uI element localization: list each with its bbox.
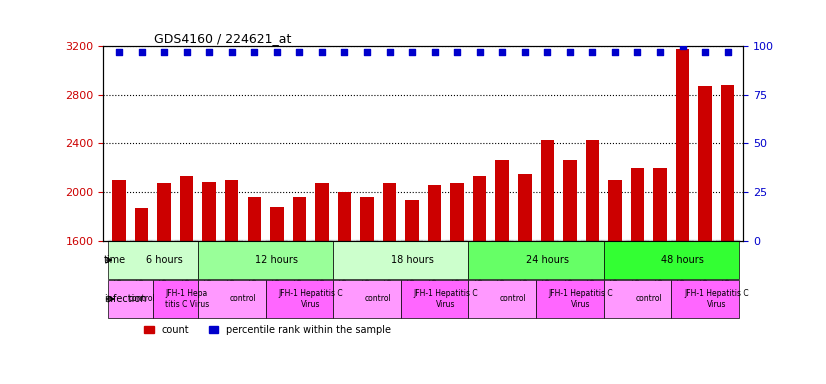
Point [721, 49, 734, 55]
Bar [540, 140, 554, 241]
Point [473, 49, 487, 55]
FancyBboxPatch shape [333, 242, 468, 279]
FancyBboxPatch shape [198, 280, 265, 318]
Point [496, 49, 509, 55]
FancyBboxPatch shape [401, 280, 468, 318]
Text: infection: infection [104, 294, 146, 304]
Bar [382, 184, 396, 241]
Point [608, 49, 621, 55]
Point [676, 43, 689, 49]
Bar [406, 200, 419, 241]
FancyBboxPatch shape [265, 280, 333, 318]
FancyBboxPatch shape [468, 242, 604, 279]
FancyBboxPatch shape [198, 242, 333, 279]
Text: control: control [128, 295, 155, 303]
Point [202, 49, 216, 55]
Text: 48 hours: 48 hours [661, 255, 704, 265]
Bar [450, 184, 464, 241]
Text: JFH-1 Hepatitis C
Virus: JFH-1 Hepatitis C Virus [414, 289, 478, 309]
Point [225, 49, 239, 55]
Text: control: control [635, 295, 662, 303]
Bar [316, 184, 329, 241]
FancyBboxPatch shape [153, 280, 198, 318]
Bar [608, 180, 622, 241]
Point [699, 49, 712, 55]
Point [450, 49, 463, 55]
Point [338, 49, 351, 55]
Point [360, 49, 373, 55]
Bar [563, 161, 577, 241]
Text: control: control [500, 295, 527, 303]
Text: JFH-1 Hepatitis C
Virus: JFH-1 Hepatitis C Virus [548, 289, 614, 309]
Bar [496, 161, 509, 241]
Bar [473, 176, 487, 241]
Text: JFH-1 Hepatitis C
Virus: JFH-1 Hepatitis C Virus [684, 289, 748, 309]
Point [158, 49, 171, 55]
Bar [180, 176, 193, 241]
Point [563, 49, 577, 55]
Bar [202, 182, 216, 241]
Text: control: control [230, 295, 256, 303]
FancyBboxPatch shape [468, 280, 536, 318]
Point [112, 49, 126, 55]
Text: control: control [365, 295, 392, 303]
FancyBboxPatch shape [107, 242, 198, 279]
Bar [112, 180, 126, 241]
FancyBboxPatch shape [604, 280, 672, 318]
Point [653, 49, 667, 55]
Point [406, 49, 419, 55]
Bar [586, 140, 599, 241]
Bar [360, 197, 373, 241]
Legend: count, percentile rank within the sample: count, percentile rank within the sample [140, 321, 395, 339]
Bar [157, 184, 171, 241]
Bar [338, 192, 351, 241]
Text: time: time [104, 255, 126, 265]
FancyBboxPatch shape [672, 280, 739, 318]
Bar [721, 85, 734, 241]
Point [586, 49, 599, 55]
Bar [653, 168, 667, 241]
Bar [698, 86, 712, 241]
Point [518, 49, 531, 55]
Bar [428, 185, 441, 241]
Text: GDS4160 / 224621_at: GDS4160 / 224621_at [154, 32, 292, 45]
Text: JFH-1 Hepatitis C
Virus: JFH-1 Hepatitis C Virus [278, 289, 343, 309]
FancyBboxPatch shape [536, 280, 604, 318]
Point [428, 49, 441, 55]
Bar [225, 180, 239, 241]
Bar [292, 197, 306, 241]
Bar [248, 197, 261, 241]
Bar [270, 207, 283, 241]
Point [383, 49, 396, 55]
Point [248, 49, 261, 55]
Bar [135, 208, 149, 241]
Point [180, 49, 193, 55]
FancyBboxPatch shape [107, 280, 153, 318]
FancyBboxPatch shape [604, 242, 739, 279]
Point [631, 49, 644, 55]
Text: 18 hours: 18 hours [391, 255, 434, 265]
Point [316, 49, 329, 55]
Bar [631, 168, 644, 241]
Point [292, 49, 306, 55]
Bar [676, 48, 690, 241]
Point [135, 49, 148, 55]
Point [270, 49, 283, 55]
Text: 12 hours: 12 hours [255, 255, 298, 265]
Text: 24 hours: 24 hours [526, 255, 569, 265]
FancyBboxPatch shape [333, 280, 401, 318]
Bar [518, 174, 531, 241]
Point [541, 49, 554, 55]
Text: JFH-1 Hepa
titis C Virus: JFH-1 Hepa titis C Virus [164, 289, 209, 309]
Text: 6 hours: 6 hours [145, 255, 183, 265]
